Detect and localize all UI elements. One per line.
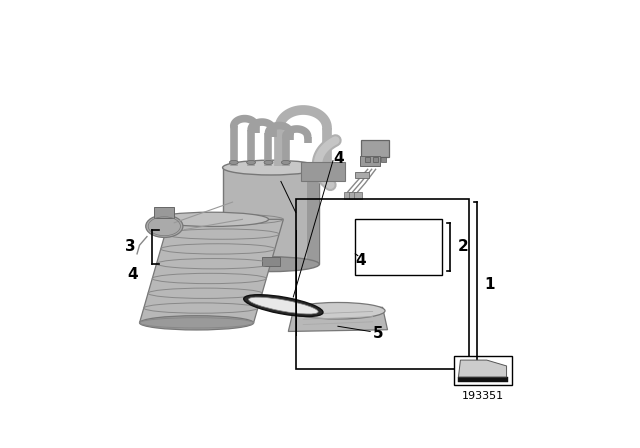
Bar xyxy=(454,356,511,385)
Text: 193351: 193351 xyxy=(462,391,504,401)
Bar xyxy=(355,220,442,275)
Bar xyxy=(355,172,369,178)
Text: 1: 1 xyxy=(484,276,495,292)
Bar xyxy=(360,155,380,166)
Text: 4: 4 xyxy=(355,253,366,268)
Bar xyxy=(361,140,389,157)
Ellipse shape xyxy=(244,295,323,316)
Ellipse shape xyxy=(223,160,319,175)
Ellipse shape xyxy=(291,302,385,319)
Bar xyxy=(344,193,352,198)
Bar xyxy=(154,207,174,218)
Bar xyxy=(372,157,378,163)
Bar xyxy=(223,168,319,264)
Ellipse shape xyxy=(264,160,273,164)
Ellipse shape xyxy=(146,215,183,237)
Bar xyxy=(365,157,370,163)
Text: 4: 4 xyxy=(333,151,344,167)
Text: 5: 5 xyxy=(372,326,383,340)
Polygon shape xyxy=(458,360,507,377)
Ellipse shape xyxy=(246,160,255,164)
Bar xyxy=(354,193,362,198)
Ellipse shape xyxy=(154,212,269,227)
Polygon shape xyxy=(140,220,284,323)
Bar xyxy=(349,193,356,198)
Bar xyxy=(458,377,508,382)
Ellipse shape xyxy=(229,160,238,164)
Text: 4: 4 xyxy=(127,267,138,282)
Bar xyxy=(307,168,319,264)
Ellipse shape xyxy=(140,316,253,330)
Ellipse shape xyxy=(223,257,319,271)
Bar xyxy=(296,198,469,370)
Text: 2: 2 xyxy=(458,239,468,254)
Bar xyxy=(262,257,280,266)
Ellipse shape xyxy=(282,160,291,164)
Ellipse shape xyxy=(248,297,318,314)
Polygon shape xyxy=(289,307,388,332)
Text: 3: 3 xyxy=(125,239,135,254)
Bar xyxy=(301,163,346,181)
Bar xyxy=(381,157,385,163)
